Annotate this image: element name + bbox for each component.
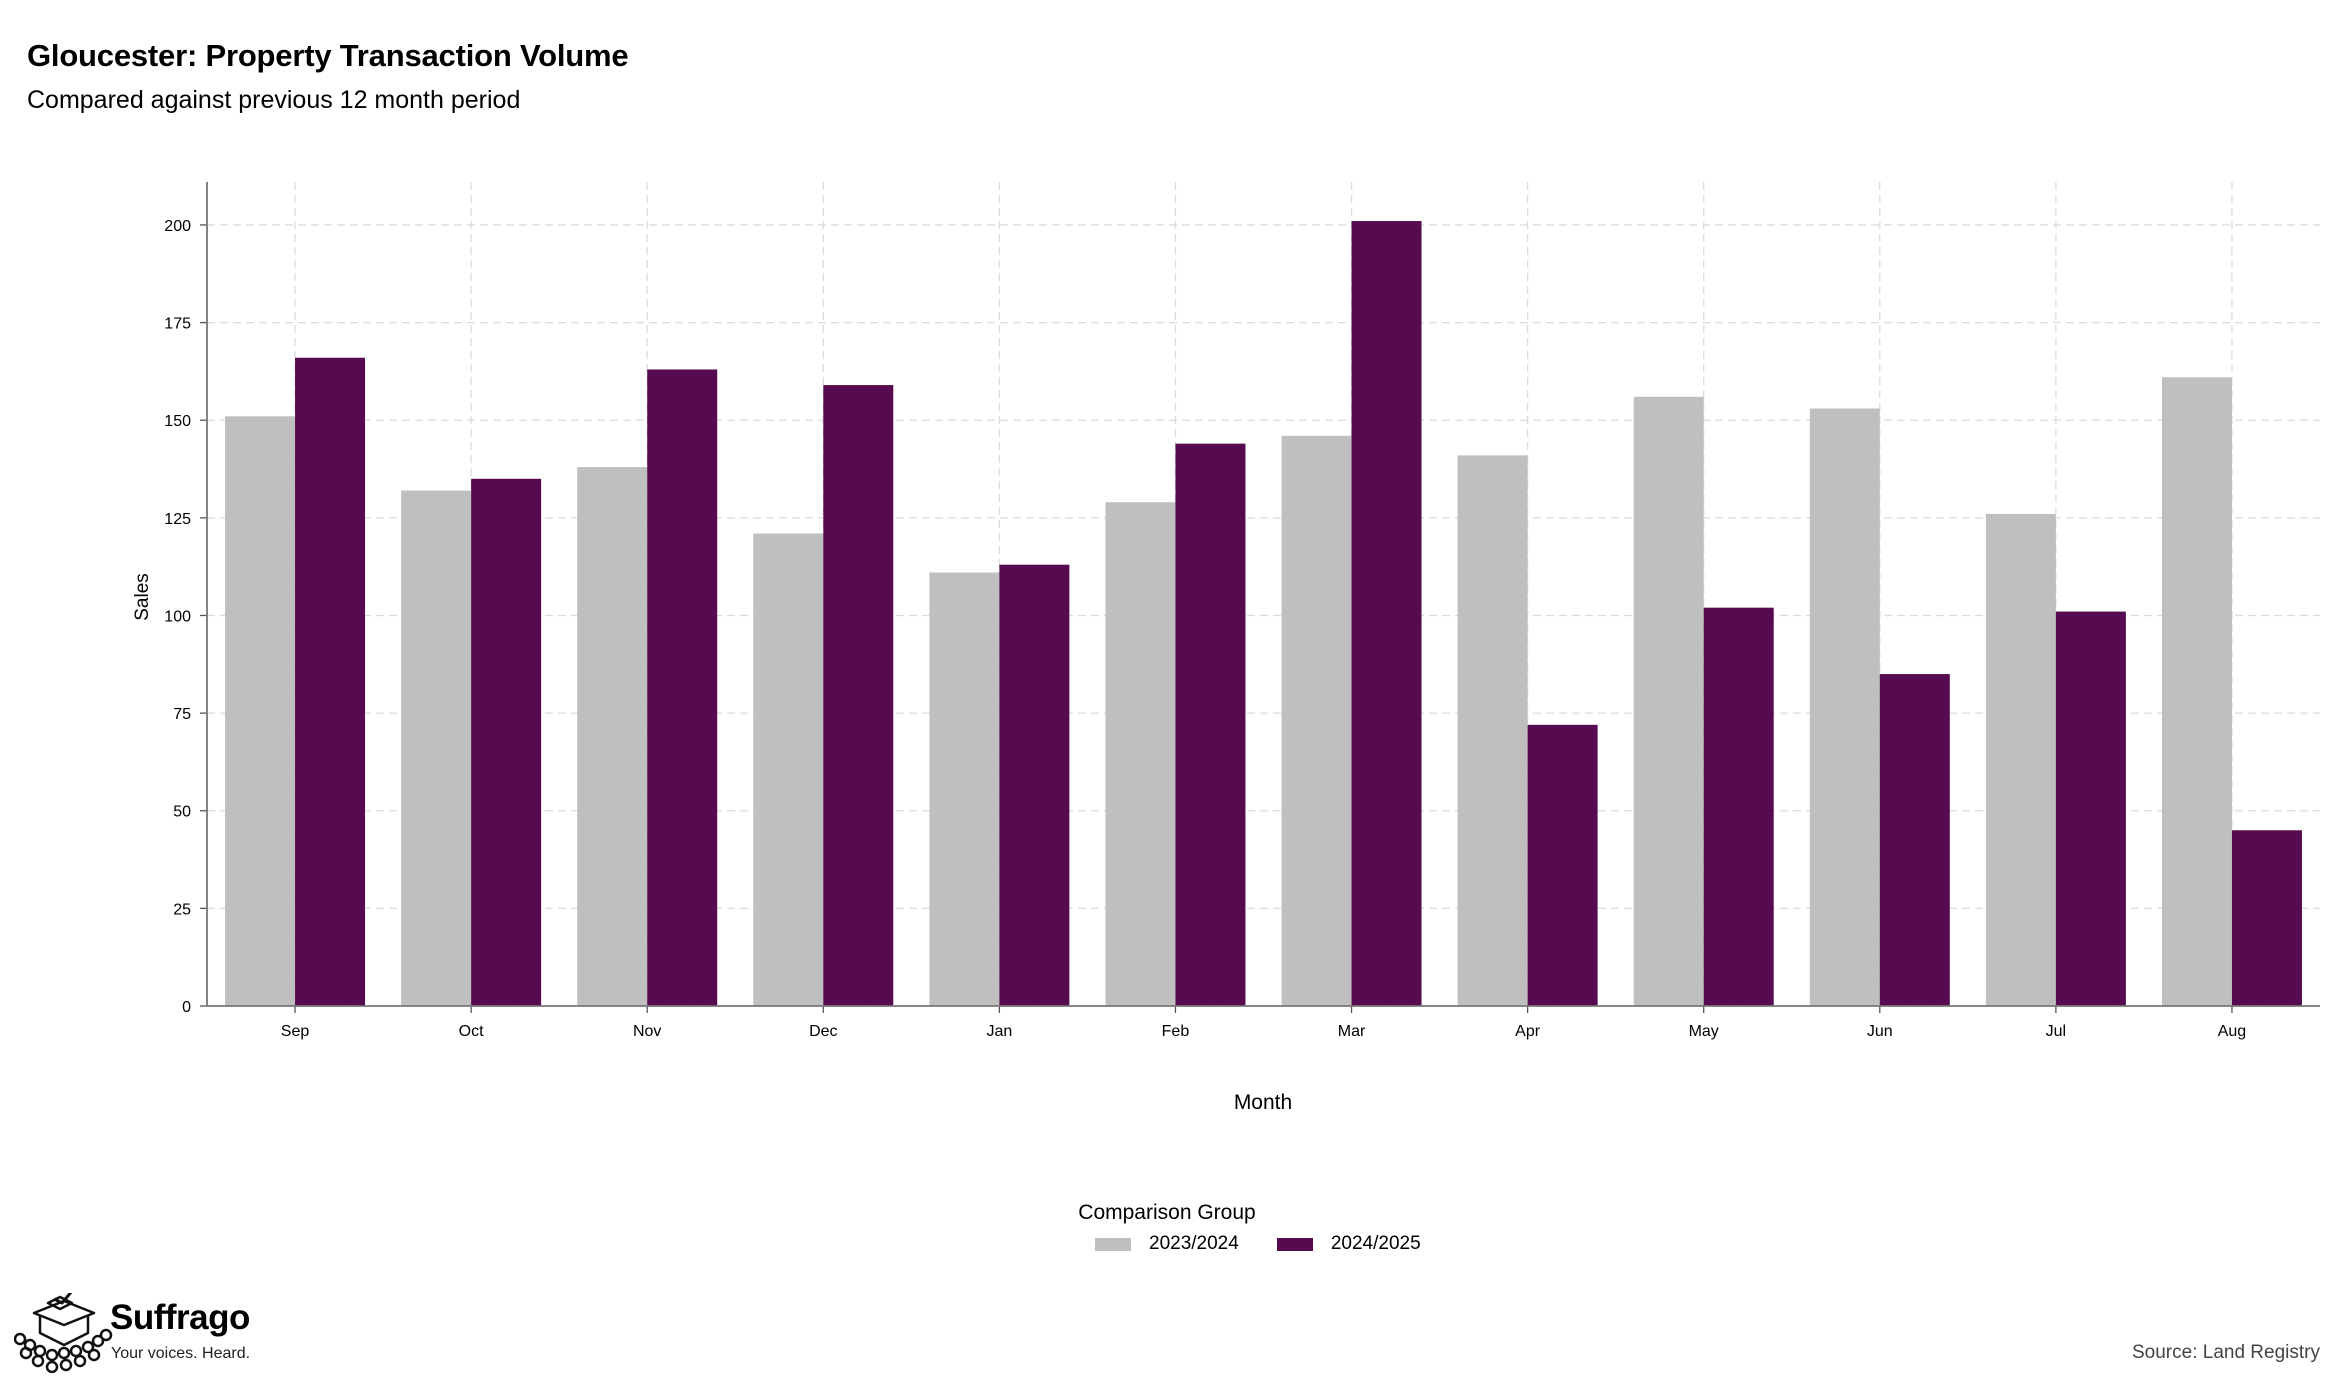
axes: 0 25 50 75 100 125 150 175 200 Sep Oct Nov Dec Jan Feb… <box>164 182 2320 1040</box>
x-tick-label: Oct <box>459 1023 484 1040</box>
y-tick-label: 25 <box>173 901 191 918</box>
y-tick-label: 100 <box>164 608 191 625</box>
y-tick-label: 175 <box>164 316 191 333</box>
bar-2024-2025-sep <box>295 357 366 1006</box>
bar-2024-2025-jun <box>1879 674 1950 1006</box>
grid-lines <box>207 182 2320 1007</box>
y-tick-label: 0 <box>182 999 191 1016</box>
bar-2023-2024-apr <box>1457 455 1528 1006</box>
bar-2023-2024-feb <box>1105 502 1176 1006</box>
bar-2023-2024-oct <box>401 490 472 1006</box>
brand-name: Suffrago <box>110 1298 250 1337</box>
bar-2023-2024-aug <box>2161 377 2232 1007</box>
bar-2024-2025-jul <box>2055 611 2126 1006</box>
bar-2023-2024-nov <box>577 467 648 1006</box>
x-tick-label: Mar <box>1338 1023 1366 1040</box>
x-tick-label: Sep <box>281 1023 310 1040</box>
legend-label-2024-2025: 2024/2025 <box>1330 1233 1421 1254</box>
legend-label-2023-2024: 2023/2024 <box>1149 1233 1239 1254</box>
bar-2023-2024-jan <box>929 572 1000 1006</box>
bar-2023-2024-mar <box>1281 435 1352 1006</box>
bar-2024-2025-dec <box>823 385 894 1007</box>
y-axis-label: Sales <box>132 573 153 621</box>
y-tick-label: 125 <box>164 511 191 528</box>
legend-title: Comparison Group <box>1078 1201 1256 1224</box>
x-tick-label: Dec <box>809 1023 837 1040</box>
bar-2023-2024-may <box>1633 396 1704 1006</box>
chart-subtitle: Compared against previous 12 month perio… <box>27 86 521 114</box>
bar-2024-2025-nov <box>647 369 718 1007</box>
legend-swatch-2024-2025 <box>1276 1237 1313 1251</box>
y-tick-label: 150 <box>164 413 191 430</box>
bar-2023-2024-sep <box>225 416 296 1006</box>
x-tick-label: May <box>1689 1023 1719 1040</box>
y-tick-label: 200 <box>164 218 191 235</box>
x-tick-label: Jan <box>986 1023 1012 1040</box>
x-tick-label: Nov <box>633 1023 661 1040</box>
y-tick-label: 75 <box>173 706 191 723</box>
x-tick-label: Aug <box>2218 1023 2246 1040</box>
bar-2024-2025-aug <box>2231 830 2302 1006</box>
bar-2024-2025-feb <box>1175 443 1246 1006</box>
legend-swatch-2023-2024 <box>1095 1237 1131 1251</box>
brand-tagline: Your voices. Heard. <box>111 1345 251 1362</box>
x-tick-label: Apr <box>1515 1023 1541 1040</box>
bar-2024-2025-apr <box>1527 724 1598 1006</box>
bar-2023-2024-dec <box>753 533 824 1006</box>
bar-2024-2025-may <box>1703 607 1774 1006</box>
y-tick-label: 50 <box>173 804 191 821</box>
legend: 2023/2024 2024/2025 <box>1095 1232 1459 1256</box>
bar-2023-2024-jun <box>1809 408 1880 1006</box>
source-note: Source: Land Registry <box>2132 1342 2320 1363</box>
x-axis-label: Month <box>1234 1091 1292 1114</box>
chart-title: Gloucester: Property Transaction Volume <box>27 38 629 73</box>
bar-2024-2025-mar <box>1351 221 1422 1007</box>
x-tick-label: Feb <box>1162 1023 1190 1040</box>
ballot-box-crowd-icon <box>14 1293 113 1373</box>
bar-2023-2024-jul <box>1985 513 2056 1006</box>
legend-item-2023-2024: 2023/2024 <box>1095 1233 1239 1255</box>
bar-2024-2025-oct <box>471 478 542 1006</box>
bars <box>225 221 2302 1007</box>
bar-2024-2025-jan <box>999 564 1070 1006</box>
bar-chart: 0 25 50 75 100 125 150 175 200 Sep Oct Nov Dec Jan Feb… <box>132 182 2320 1114</box>
legend-item-2024-2025: 2024/2025 <box>1276 1233 1421 1255</box>
x-tick-label: Jun <box>1867 1023 1893 1040</box>
x-tick-label: Jul <box>2046 1023 2066 1040</box>
